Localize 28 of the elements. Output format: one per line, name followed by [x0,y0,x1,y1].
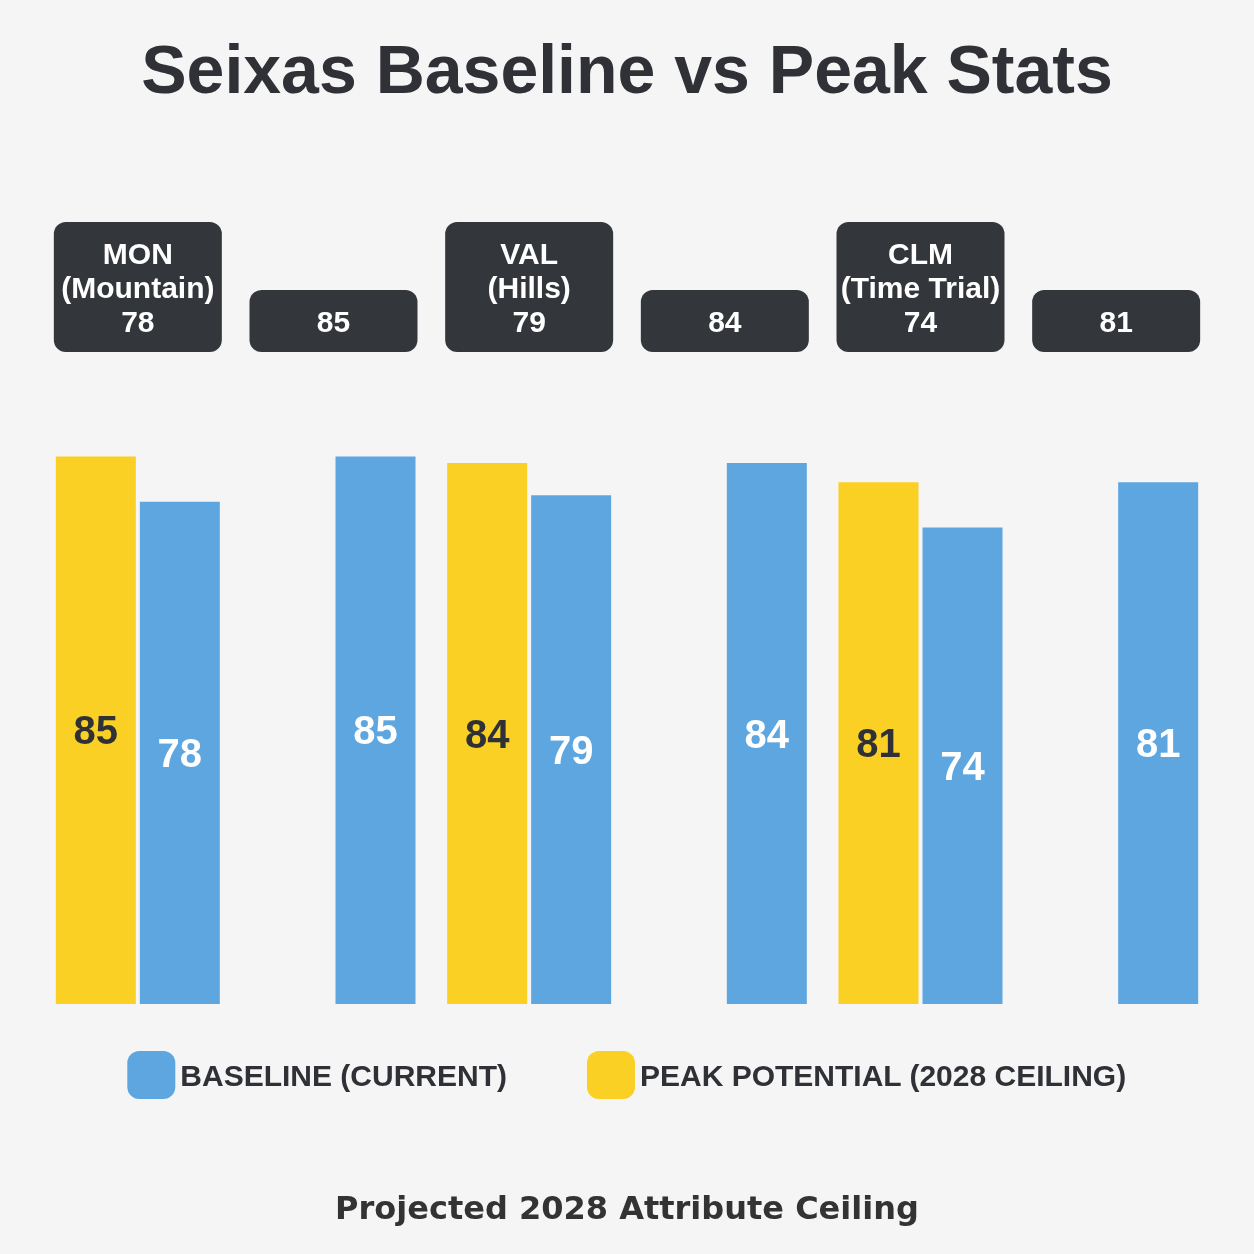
bar [531,495,612,1004]
data-label: 85 [73,708,119,753]
data-label: 81 [856,721,901,766]
bar [838,482,919,1004]
bar [726,463,807,1004]
data-label: 78 [157,730,203,775]
bar [447,463,528,1004]
text: Projected 2028 Attribute Ceiling [335,1189,919,1227]
x-tick-label: 81 [1099,304,1133,338]
bar [55,456,136,1004]
x-tick-label: MON (Mountain) 78 [61,236,215,338]
data-label: 84 [464,711,511,756]
legend-label: BASELINE (CURRENT) [180,1058,507,1092]
data-label: 74 [940,743,986,788]
chart-title: Seixas Baseline vs Peak Stats [141,31,1113,107]
data-label: 81 [1135,721,1181,766]
data-label: 84 [744,711,790,756]
data-label: 79 [548,727,594,772]
x-tick-label: CLM (Time Trial) 74 [840,236,1001,338]
data-label: 85 [353,708,398,753]
bar [139,501,220,1004]
x-tick-label: VAL (Hills) 79 [487,236,571,338]
bar [1118,482,1199,1004]
legend-label: PEAK POTENTIAL (2028 CEILING) [639,1058,1127,1092]
bar [922,527,1003,1004]
x-tick-label: 84 [708,304,742,338]
x-tick-label: 85 [316,304,351,338]
bar [335,456,416,1004]
